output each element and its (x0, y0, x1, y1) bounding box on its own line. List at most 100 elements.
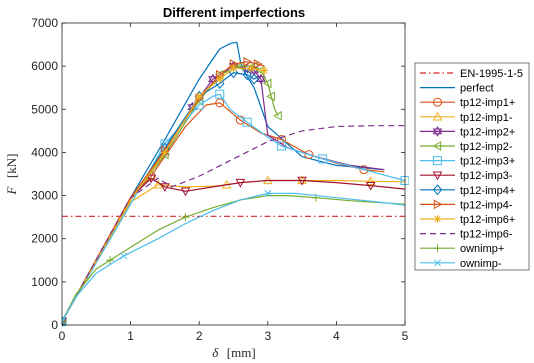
legend-marker (432, 171, 443, 181)
data-point-ownimp (106, 256, 115, 265)
legend-marker (433, 215, 442, 223)
x-axis-symbol: δ (212, 345, 219, 360)
axes-box (61, 22, 406, 326)
series-tp12-imp6 (62, 64, 269, 326)
legend-marker (432, 111, 443, 121)
legend-item-tp12-imp6: tp12-imp6- (420, 229, 513, 241)
data-point-tp12-imp4 (242, 69, 252, 81)
y-axis-symbol: F (4, 185, 19, 195)
plot-area: 0 1 2 3 4 5 0 1000 2000 3000 4000 5000 6000 7000 (31, 16, 409, 343)
data-point-tp12-imp2 (262, 78, 272, 89)
legend-label: tp12-imp1+ (460, 97, 515, 109)
legend-label: tp12-imp6+ (460, 214, 515, 226)
legend-entries: EN-1995-1-5 perfect tp12-imp1+ tp12-imp1- tp… (420, 68, 523, 270)
legend-label: tp12-imp3- (460, 170, 513, 182)
data-point-tp12-imp3 (235, 178, 246, 188)
data-point-tp12-imp6 (246, 64, 255, 73)
data-point-tp12-imp1 (215, 98, 225, 108)
legend-box (414, 62, 530, 271)
x-axis-unit: [mm] (227, 345, 256, 360)
x-tick-label: 3 (264, 329, 271, 343)
data-point-ownimp (264, 189, 272, 197)
legend-marker (432, 184, 443, 196)
data-point-tp12-imp6 (195, 92, 204, 101)
data-point-tp12-imp2 (266, 91, 275, 102)
data-point-tp12-imp2 (256, 73, 266, 85)
series-line-ownimp (62, 192, 406, 322)
legend-marker (432, 141, 442, 151)
legend-label: ownimp+ (460, 243, 504, 255)
y-axis-label: F [kN] (3, 154, 20, 196)
y-tick-label: 4000 (31, 145, 58, 159)
data-point-ownimp (62, 317, 66, 326)
legend-label: EN-1995-1-5 (460, 68, 523, 80)
series-ownimp (62, 193, 406, 326)
series-line-tp12-imp6 (62, 125, 405, 322)
data-point-tp12-imp2 (273, 110, 282, 121)
x-tick-label: 0 (59, 329, 66, 343)
legend-item-tp12-imp4: tp12-imp4- (420, 199, 513, 211)
series-layer (62, 41, 409, 328)
legend-label: perfect (460, 83, 494, 95)
series-line-tp12-imp3 (62, 177, 406, 322)
data-point-tp12-imp3 (146, 174, 157, 184)
data-point-tp12-imp6 (215, 75, 224, 84)
legend-item-tp12-imp4: tp12-imp4+ (420, 184, 515, 197)
legend-item-tp12-imp2: tp12-imp2- (420, 141, 513, 153)
y-tick-label: 6000 (31, 59, 58, 73)
x-tick-label: 1 (127, 329, 134, 343)
series-line-ownimp (62, 195, 406, 322)
legend-label: tp12-imp6- (460, 229, 513, 241)
data-point-tp12-imp1 (359, 165, 369, 175)
data-point-tp12-imp3 (215, 89, 225, 99)
legend-label: tp12-imp4+ (460, 185, 515, 197)
data-point-tp12-imp3 (277, 141, 287, 151)
data-point-tp12-imp4 (253, 59, 263, 69)
y-tick-label: 5000 (31, 102, 58, 116)
data-point-tp12-imp3 (297, 176, 307, 186)
x-tick-label: 5 (402, 329, 409, 343)
x-tick-label: 4 (333, 329, 340, 343)
data-point-tp12-imp4 (62, 315, 67, 328)
chart-title: Different imperfections (163, 5, 305, 20)
legend-item-perfect: perfect (420, 83, 494, 95)
legend-item-en-1995-1-5: EN-1995-1-5 (420, 68, 523, 80)
data-point-tp12-imp3 (180, 187, 191, 197)
data-point-ownimp (181, 213, 190, 222)
series-ownimp (62, 189, 406, 326)
legend-label: tp12-imp3+ (460, 156, 515, 168)
legend-item-tp12-imp6: tp12-imp6+ (420, 214, 515, 226)
x-axis-ticks: 0 1 2 3 4 5 (59, 23, 409, 343)
x-tick-label: 2 (196, 329, 203, 343)
legend-marker (433, 244, 442, 253)
y-axis-ticks: 0 1000 2000 3000 4000 5000 6000 7000 (31, 16, 405, 332)
legend-label: tp12-imp2+ (460, 126, 515, 138)
legend-marker (433, 97, 442, 107)
y-tick-label: 3000 (31, 189, 58, 203)
data-point-tp12-imp6 (160, 148, 169, 157)
legend-marker (433, 199, 443, 210)
legend-marker (433, 259, 442, 267)
legend-marker (433, 156, 442, 166)
legend-item-tp12-imp2: tp12-imp2+ (420, 126, 515, 138)
data-point-ownimp (62, 317, 66, 326)
data-point-tp12-imp1 (304, 150, 314, 160)
legend-item-tp12-imp3: tp12-imp3+ (420, 156, 515, 168)
data-point-tp12-imp3 (242, 117, 252, 127)
legend-label: ownimp- (460, 258, 502, 270)
legend-label: tp12-imp1- (460, 112, 513, 124)
y-tick-label: 7000 (31, 16, 58, 30)
y-tick-label: 0 (51, 318, 58, 332)
series-tp12-imp6 (62, 125, 405, 322)
legend-item-ownimp: ownimp- (420, 258, 502, 270)
legend-label: tp12-imp4- (460, 199, 513, 211)
legend-marker (432, 126, 443, 137)
y-tick-label: 2000 (31, 232, 58, 246)
data-point-tp12-imp3 (365, 181, 376, 191)
data-point-tp12-imp4 (249, 73, 259, 85)
legend-item-tp12-imp1: tp12-imp1+ (420, 97, 515, 109)
data-point-tp12-imp3 (160, 183, 170, 192)
data-point-tp12-imp6 (260, 66, 269, 75)
data-point-tp12-imp6 (229, 64, 238, 73)
